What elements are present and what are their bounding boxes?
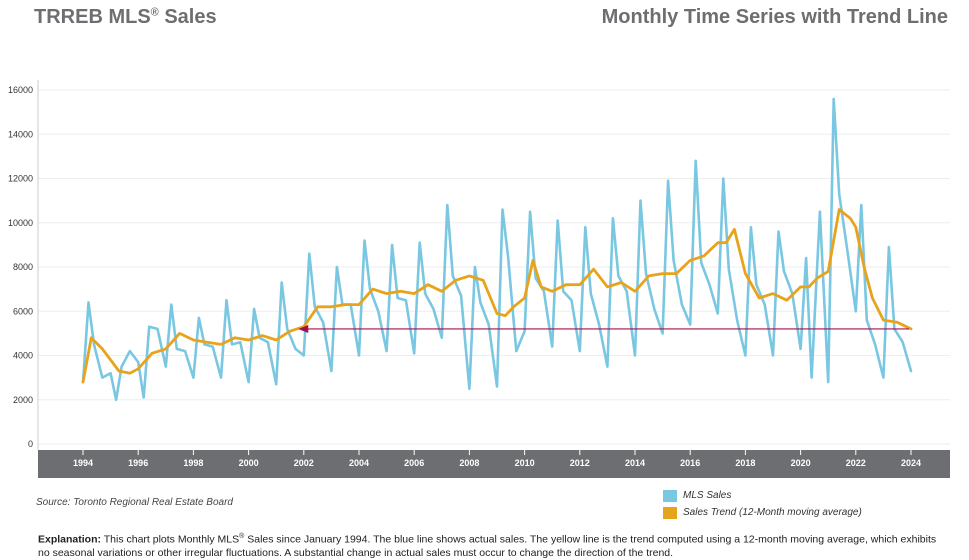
x-tick-label: 1994 (73, 458, 93, 468)
x-axis: 1994 1996 1998 2000 2002 2004 2006 2008 2010 2012… (73, 450, 921, 468)
grid-lines (38, 89, 950, 445)
source-note: Source: Toronto Regional Real Estate Boa… (36, 497, 233, 508)
x-tick-label: 2024 (901, 458, 921, 468)
x-tick-label: 2004 (349, 458, 369, 468)
chart-title: TRREB MLS® Sales (34, 6, 217, 28)
x-tick-label: 2014 (625, 458, 645, 468)
x-axis-band (38, 450, 950, 478)
series-group (81, 97, 913, 402)
y-tick-label: 8000 (13, 262, 33, 272)
y-tick-label: 10000 (8, 218, 33, 228)
sales-line (81, 97, 913, 402)
y-tick-label: 14000 (8, 129, 33, 139)
chart-subtitle: Monthly Time Series with Trend Line (601, 6, 948, 28)
x-tick-label: 2008 (459, 458, 479, 468)
trend-arrow (298, 324, 909, 333)
y-tick-label: 0 (28, 439, 33, 449)
legend-label-sales: MLS Sales (683, 490, 732, 501)
legend-swatch-trend (663, 506, 677, 519)
x-tick-label: 1996 (128, 458, 148, 468)
legend-swatch-sales (663, 489, 677, 502)
x-tick-label: 2010 (515, 458, 535, 468)
trend-line (81, 208, 913, 384)
x-tick-label: 2006 (404, 458, 424, 468)
arrow-head (298, 324, 309, 333)
legend-item-trend: Sales Trend (12-Month moving average) (663, 504, 862, 521)
y-tick-label: 4000 (13, 351, 33, 361)
x-tick-label: 2012 (570, 458, 590, 468)
x-tick-label: 2022 (846, 458, 866, 468)
x-tick-label: 2002 (294, 458, 314, 468)
x-tick-label: 2020 (791, 458, 811, 468)
y-axis: 0 2000 4000 6000 8000 10000 12000 14000 16000 (8, 80, 39, 450)
legend-item-sales: MLS Sales (663, 487, 862, 504)
x-tick-label: 1998 (183, 458, 203, 468)
y-tick-label: 6000 (13, 306, 33, 316)
y-tick-label: 16000 (8, 85, 33, 95)
x-tick-label: 2000 (239, 458, 259, 468)
x-tick-label: 2018 (735, 458, 755, 468)
explanation: Explanation: This chart plots Monthly ML… (38, 533, 937, 559)
y-tick-label: 12000 (8, 174, 33, 184)
legend-label-trend: Sales Trend (12-Month moving average) (683, 507, 862, 518)
y-tick-label: 2000 (13, 395, 33, 405)
legend: MLS Sales Sales Trend (12-Month moving a… (663, 487, 862, 521)
x-tick-label: 2016 (680, 458, 700, 468)
